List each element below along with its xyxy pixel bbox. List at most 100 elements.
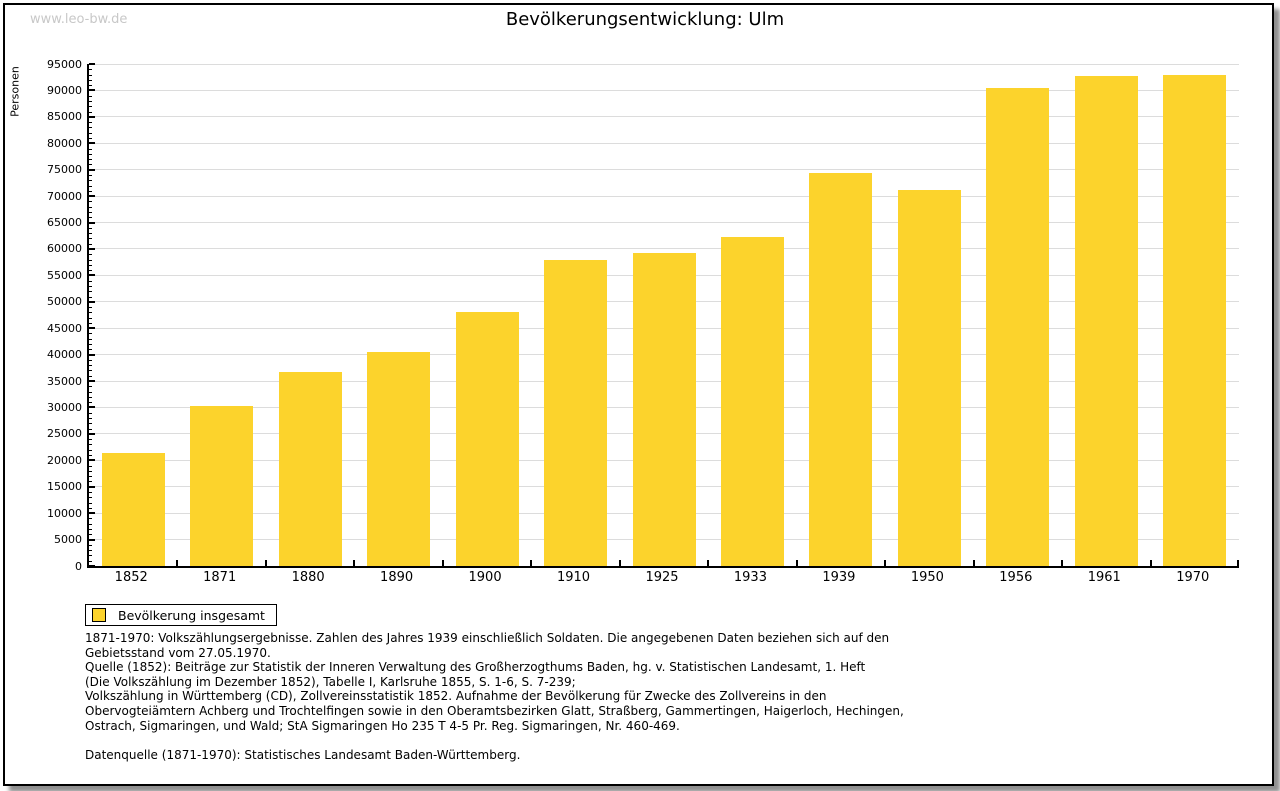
x-tick-label-1970: 1970 [1176,570,1210,585]
y-major-tick-70000 [89,195,95,198]
y-minor-tick [89,74,92,76]
y-minor-tick [89,132,92,134]
y-tick-label-65000: 65000 [47,216,82,230]
y-tick-label-90000: 90000 [47,83,82,97]
y-minor-tick [89,365,92,367]
y-minor-tick [89,444,92,446]
y-minor-tick [89,423,92,425]
x-boundary-tick [441,560,444,566]
y-minor-tick [89,428,92,430]
y-minor-tick [89,137,92,139]
x-boundary-tick [972,560,975,566]
y-major-tick-15000 [89,485,95,488]
y-tick-label-60000: 60000 [47,242,82,256]
y-minor-tick [89,111,92,113]
footnote-line-3: Quelle (1852): Beiträge zur Statistik de… [85,660,866,675]
gridline-65000 [89,222,1239,224]
y-minor-tick [89,285,92,287]
y-minor-tick [89,349,92,351]
y-minor-tick [89,148,92,150]
y-minor-tick [89,190,92,192]
page-title: Bevölkerungsentwicklung: Ulm [505,9,785,30]
gridline-95000 [89,63,1239,65]
y-major-tick-10000 [89,512,95,515]
y-tick-label-0: 0 [75,559,82,573]
bar-1925 [632,252,696,566]
y-minor-tick [89,174,92,176]
gridline-70000 [89,195,1239,197]
bar-1900 [455,312,519,566]
x-boundary-tick [707,560,710,566]
y-minor-tick [89,476,92,478]
y-minor-tick [89,412,92,414]
y-minor-tick [89,180,92,182]
y-minor-tick [89,69,92,71]
x-tick-label-1956: 1956 [999,570,1033,585]
y-minor-tick [89,418,92,420]
bar-1880 [278,371,342,566]
y-minor-tick [89,259,92,261]
y-minor-tick [89,201,92,203]
legend: Bevölkerung insgesamt [85,604,277,626]
footnote-line-8 [85,733,1225,748]
y-minor-tick [89,100,92,102]
y-tick-label-25000: 25000 [47,427,82,441]
y-minor-tick [89,280,92,282]
watermark: www.leo-bw.de [30,12,128,27]
y-minor-tick [89,391,92,393]
y-minor-tick [89,481,92,483]
x-boundary-tick [530,560,533,566]
x-tick-label-1939: 1939 [822,570,856,585]
y-major-tick-35000 [89,380,95,383]
y-tick-label-35000: 35000 [47,374,82,388]
footnote-line-7: Ostrach, Sigmaringen, und Wald; StA Sigm… [85,718,680,733]
y-minor-tick [89,322,92,324]
y-tick-label-55000: 55000 [47,268,82,282]
y-tick-label-5000: 5000 [54,533,82,547]
y-minor-tick [89,550,92,552]
bar-1939 [809,172,873,566]
x-tick-label-1900: 1900 [468,570,502,585]
y-major-tick-25000 [89,432,95,435]
y-tick-label-85000: 85000 [47,110,82,124]
y-minor-tick [89,85,92,87]
y-minor-tick [89,307,92,309]
y-minor-tick [89,338,92,340]
y-minor-tick [89,396,92,398]
y-tick-label-95000: 95000 [47,57,82,71]
y-tick-label-75000: 75000 [47,163,82,177]
bar-1933 [720,236,784,566]
y-minor-tick [89,217,92,219]
y-major-tick-85000 [89,115,95,118]
y-minor-tick [89,523,92,525]
x-tick-label-1852: 1852 [114,570,148,585]
bar-1871 [190,405,254,566]
chart-panel: www.leo-bw.de Bevölkerungsentwicklung: U… [3,3,1274,786]
y-minor-tick [89,402,92,404]
x-boundary-tick [884,560,887,566]
gridline-85000 [89,116,1239,118]
x-boundary-tick [1061,560,1064,566]
y-minor-tick [89,518,92,520]
x-boundary-tick [618,560,621,566]
plot-area [87,63,1239,568]
y-minor-tick [89,264,92,266]
y-minor-tick [89,206,92,208]
y-major-tick-90000 [89,89,95,92]
x-boundary-tick [1149,560,1152,566]
legend-label: Bevölkerung insgesamt [118,607,265,623]
bar-1961 [1074,76,1138,566]
y-minor-tick [89,79,92,81]
gridline-60000 [89,248,1239,250]
y-tick-label-15000: 15000 [47,480,82,494]
y-tick-label-70000: 70000 [47,189,82,203]
y-major-tick-20000 [89,459,95,462]
y-major-tick-60000 [89,247,95,250]
footnote-line-9: Datenquelle (1871-1970): Statistisches L… [85,747,521,762]
y-minor-tick [89,333,92,335]
y-tick-label-20000: 20000 [47,453,82,467]
y-minor-tick [89,153,92,155]
y-minor-tick [89,370,92,372]
bar-1910 [544,259,608,566]
x-tick-label-1910: 1910 [556,570,591,585]
